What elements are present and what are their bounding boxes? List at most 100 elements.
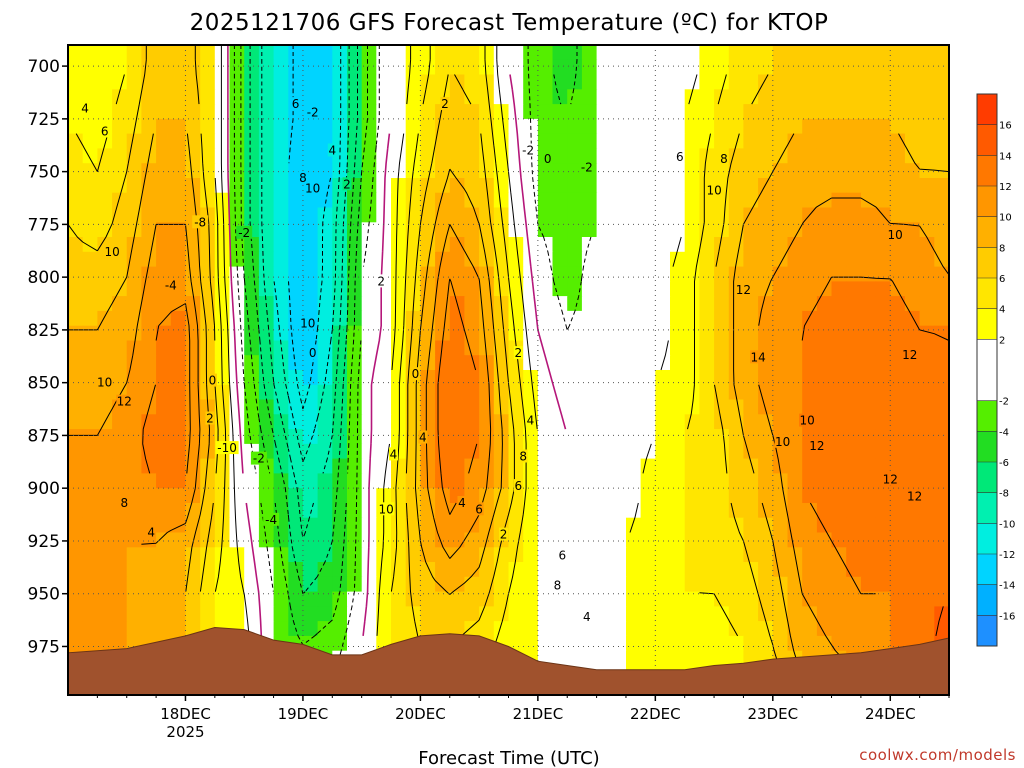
field-cell bbox=[244, 488, 260, 504]
field-cell bbox=[244, 562, 260, 578]
grid-lines bbox=[68, 45, 949, 695]
field-cell bbox=[112, 355, 128, 371]
field-cell bbox=[214, 45, 231, 61]
field-cell bbox=[699, 517, 715, 534]
field-cell bbox=[890, 59, 906, 76]
field-cell bbox=[141, 296, 157, 312]
field-cell bbox=[97, 340, 113, 356]
field-cell bbox=[846, 532, 862, 548]
field-cell bbox=[112, 532, 128, 548]
field-cell bbox=[626, 237, 642, 253]
field-cell bbox=[449, 399, 466, 415]
field-cell bbox=[684, 503, 700, 519]
field-cell bbox=[611, 281, 627, 297]
contour-label-text: 14 bbox=[750, 350, 765, 364]
field-cell bbox=[317, 266, 333, 282]
field-cell bbox=[302, 207, 319, 223]
field-cell bbox=[626, 45, 642, 61]
field-cell bbox=[816, 133, 833, 149]
field-cell bbox=[405, 148, 421, 164]
field-cell bbox=[420, 532, 436, 548]
field-cell bbox=[317, 547, 333, 563]
field-cell bbox=[626, 192, 642, 209]
field-cell bbox=[655, 650, 671, 667]
field-cell bbox=[170, 576, 187, 593]
field-cell bbox=[68, 222, 84, 238]
field-cell bbox=[699, 635, 715, 652]
field-cell bbox=[728, 59, 745, 76]
field-cell bbox=[552, 458, 568, 474]
field-cell bbox=[405, 399, 421, 415]
field-cell bbox=[758, 517, 774, 534]
field-cell bbox=[420, 281, 436, 297]
field-cell bbox=[699, 576, 715, 593]
field-cell bbox=[904, 606, 921, 622]
contour-label-bg bbox=[750, 350, 767, 364]
field-cell bbox=[347, 488, 363, 504]
field-cell bbox=[802, 384, 818, 401]
field-cell bbox=[611, 370, 627, 386]
field-cell bbox=[596, 547, 612, 563]
field-cell bbox=[493, 237, 510, 253]
field-cell bbox=[214, 163, 231, 179]
field-cell bbox=[405, 562, 421, 578]
field-cell bbox=[728, 104, 745, 120]
field-cell bbox=[537, 281, 554, 297]
contour-label-text: -2 bbox=[253, 452, 265, 466]
field-cell bbox=[640, 222, 656, 238]
field-cell bbox=[479, 251, 495, 268]
field-cell bbox=[626, 547, 642, 563]
field-cell bbox=[684, 266, 700, 282]
field-cell bbox=[846, 192, 862, 209]
field-cell bbox=[875, 547, 891, 563]
field-cell bbox=[156, 74, 172, 90]
contour-label-text: 2 bbox=[441, 97, 449, 111]
field-cell bbox=[170, 89, 187, 105]
field-cell bbox=[904, 266, 921, 282]
field-cell bbox=[655, 148, 671, 164]
field-cell bbox=[464, 104, 480, 120]
field-cell bbox=[420, 59, 436, 76]
field-cell bbox=[552, 310, 568, 327]
field-cell bbox=[728, 163, 745, 179]
field-cell bbox=[493, 310, 510, 327]
field-cell bbox=[449, 355, 466, 371]
field-cell bbox=[68, 133, 84, 149]
field-cell bbox=[288, 562, 304, 578]
field-cell bbox=[214, 355, 231, 371]
field-cell bbox=[288, 118, 304, 135]
field-cell bbox=[376, 547, 392, 563]
field-cell bbox=[420, 74, 436, 90]
field-cell bbox=[787, 458, 803, 474]
field-cell bbox=[420, 473, 436, 489]
contour-label-text: 4 bbox=[390, 447, 398, 461]
field-cell bbox=[626, 473, 642, 489]
field-cell bbox=[479, 118, 495, 135]
field-cell bbox=[890, 281, 906, 297]
field-cell bbox=[405, 178, 421, 194]
field-cell bbox=[302, 266, 319, 282]
field-cell bbox=[831, 192, 847, 209]
field-cell bbox=[229, 89, 245, 105]
field-cell bbox=[567, 104, 583, 120]
field-cell bbox=[846, 606, 862, 622]
field-cell bbox=[860, 488, 877, 504]
field-cell bbox=[684, 532, 700, 548]
field-cell bbox=[611, 251, 627, 268]
field-cell bbox=[772, 310, 789, 327]
field-cell bbox=[787, 621, 803, 637]
field-cell bbox=[831, 370, 847, 386]
field-cell bbox=[611, 488, 627, 504]
field-cell bbox=[846, 621, 862, 637]
field-cell bbox=[82, 296, 98, 312]
field-cell bbox=[126, 104, 142, 120]
field-cell bbox=[258, 414, 275, 430]
field-cell bbox=[82, 517, 98, 534]
field-cell bbox=[714, 576, 730, 593]
field-cell bbox=[743, 503, 759, 519]
field-cell bbox=[860, 74, 877, 90]
credit-label[interactable]: coolwx.com/models bbox=[859, 746, 1016, 764]
field-cell bbox=[611, 89, 627, 105]
field-cell bbox=[831, 325, 847, 342]
field-cell bbox=[934, 562, 950, 578]
